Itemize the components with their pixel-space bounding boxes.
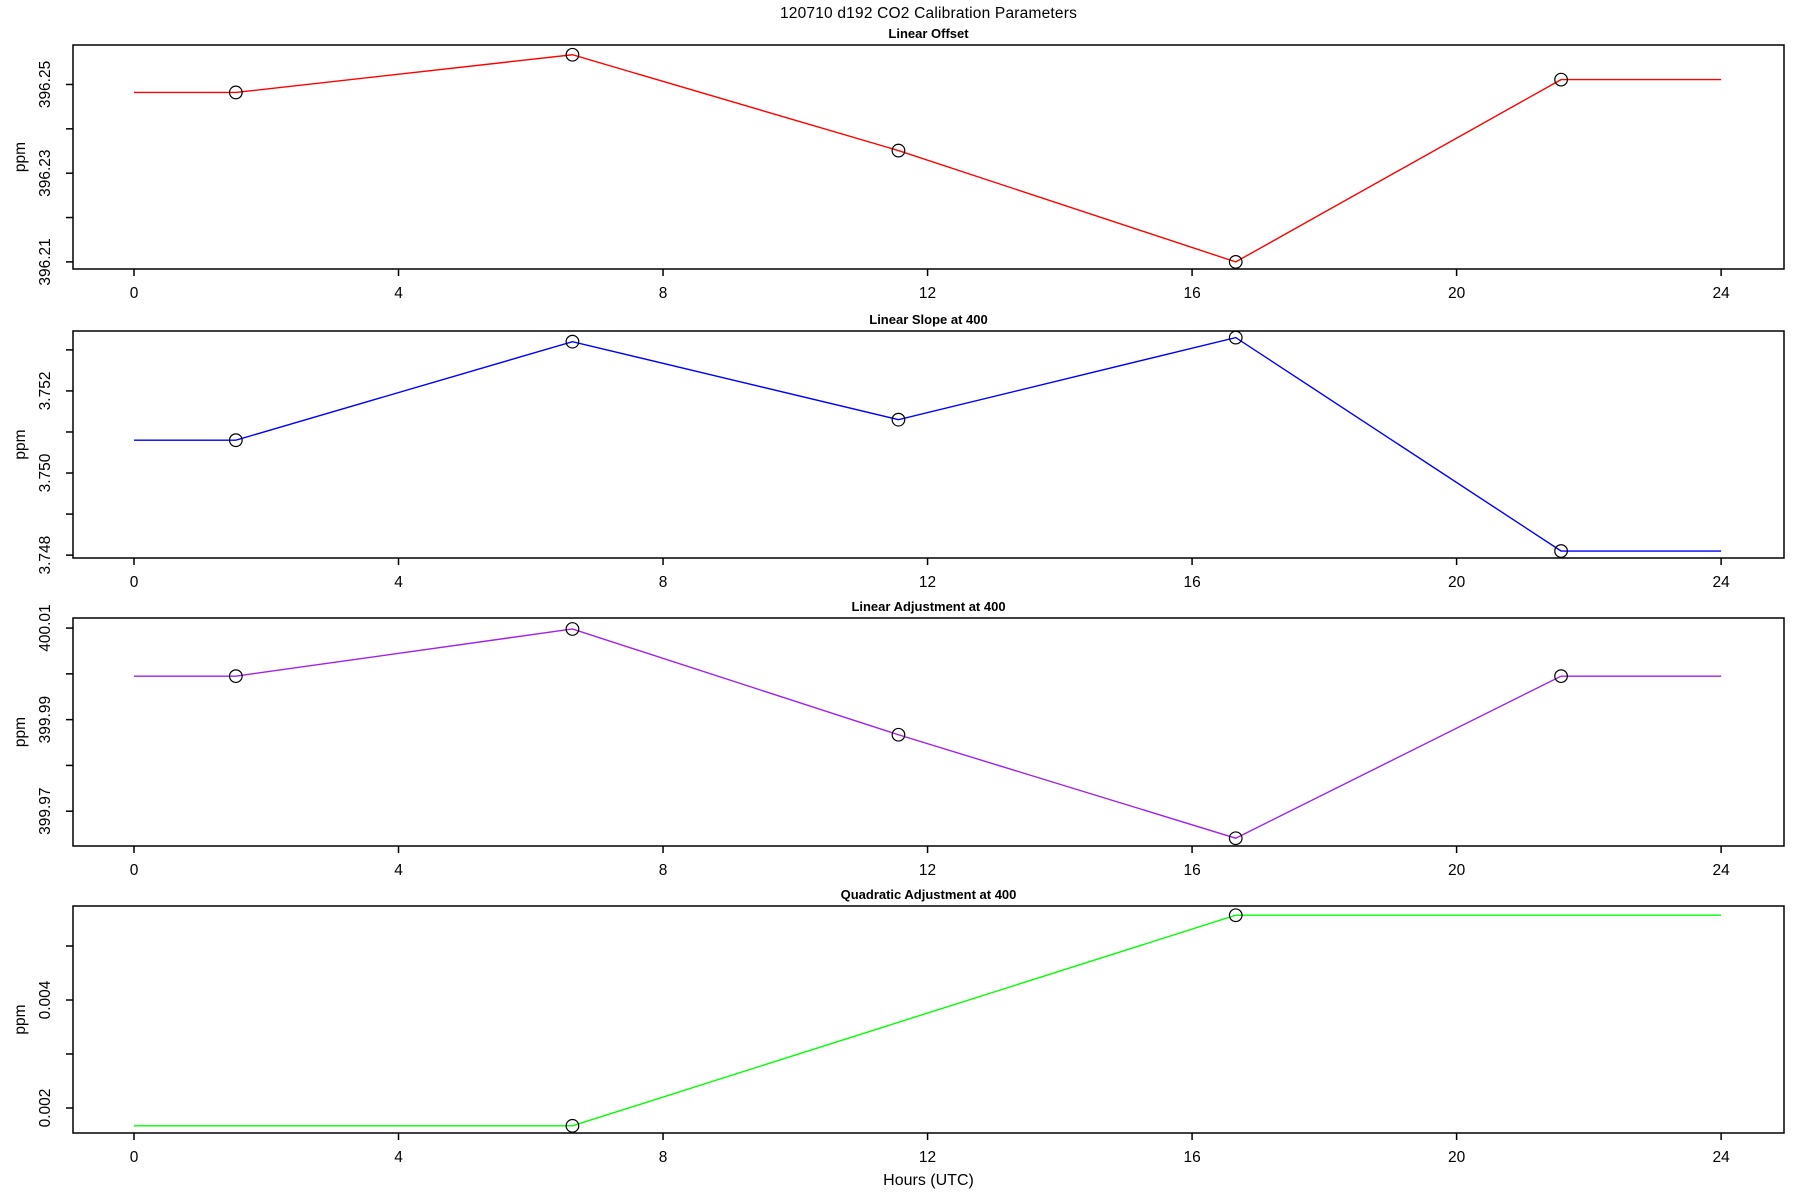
data-line	[134, 54, 1722, 263]
data-point-marker	[1228, 908, 1243, 923]
data-point-marker	[228, 433, 243, 448]
y-axis-label: ppm	[12, 717, 29, 747]
panel-quadratic-adjustment-at-400: Quadratic Adjustment at 400 ppm 0 4 8 12 16 20 2…	[12, 887, 1785, 1166]
y-tick-label: 396.25	[37, 61, 54, 108]
x-tick-label: 12	[919, 574, 936, 591]
x-tick-label: 4	[394, 1149, 403, 1166]
y-tick-label: 3.750	[37, 453, 54, 492]
data-point-marker	[565, 334, 580, 349]
data-point-marker	[228, 669, 243, 684]
x-tick-label: 8	[659, 285, 668, 302]
x-tick-label: 24	[1712, 862, 1730, 879]
x-tick-label: 24	[1712, 285, 1730, 302]
x-tick-label: 0	[130, 285, 139, 302]
x-tick-label: 20	[1448, 285, 1466, 302]
y-axis-label: ppm	[12, 1004, 29, 1034]
data-point-marker	[565, 1118, 580, 1133]
x-tick-label: 20	[1448, 862, 1466, 879]
x-tick-label: 12	[919, 1149, 936, 1166]
y-tick-label: 0.002	[37, 1089, 54, 1128]
x-tick-label: 20	[1448, 574, 1466, 591]
data-line	[134, 628, 1722, 839]
x-tick-label: 4	[394, 574, 403, 591]
x-tick-label: 16	[1183, 574, 1200, 591]
x-tick-label: 16	[1183, 1149, 1200, 1166]
plot-frame	[72, 617, 1785, 847]
data-point-marker	[1554, 72, 1568, 87]
plot-frame	[72, 905, 1785, 1134]
x-tick-label: 24	[1712, 1149, 1730, 1166]
panel-title: Linear Offset	[888, 26, 969, 41]
x-tick-label: 12	[919, 285, 936, 302]
panel-title: Linear Adjustment at 400	[851, 599, 1005, 614]
y-tick-label: 0.004	[37, 980, 54, 1019]
plot-frame	[72, 44, 1785, 270]
x-tick-label: 0	[130, 574, 139, 591]
data-point-marker	[891, 412, 906, 427]
data-point-marker	[891, 727, 906, 742]
y-tick-label: 399.97	[37, 787, 54, 834]
y-axis-label: ppm	[12, 429, 29, 459]
data-point-marker	[891, 143, 906, 158]
data-line	[134, 914, 1722, 1127]
y-tick-label: 399.99	[37, 696, 54, 743]
x-tick-label: 8	[659, 1149, 668, 1166]
panel-linear-slope-at-400: Linear Slope at 400 ppm 0 4 8 12 16 20 24 3.748 3.…	[12, 312, 1785, 591]
x-tick-label: 4	[394, 862, 403, 879]
data-point-marker	[228, 85, 243, 100]
x-tick-label: 24	[1712, 574, 1730, 591]
data-point-marker	[565, 622, 580, 636]
y-axis-label: ppm	[12, 142, 29, 172]
data-point-marker	[1228, 831, 1243, 846]
x-tick-label: 8	[659, 862, 668, 879]
x-tick-label: 0	[130, 862, 139, 879]
data-point-marker	[1554, 544, 1568, 558]
y-tick-label: 3.752	[37, 372, 54, 411]
panel-title: Linear Slope at 400	[869, 312, 988, 327]
y-tick-label: 3.748	[37, 536, 54, 575]
x-axis-title: Hours (UTC)	[883, 1172, 974, 1189]
data-point-marker	[1228, 255, 1243, 269]
data-point-marker	[1554, 669, 1568, 684]
data-line	[134, 336, 1722, 552]
plot-frame	[72, 330, 1785, 559]
x-tick-label: 4	[394, 285, 403, 302]
y-tick-label: 400.01	[37, 604, 54, 651]
x-tick-label: 0	[130, 1149, 139, 1166]
x-tick-label: 12	[919, 862, 936, 879]
x-tick-label: 8	[659, 574, 668, 591]
y-tick-label: 396.23	[37, 149, 54, 196]
x-tick-label: 16	[1183, 862, 1200, 879]
panel-title: Quadratic Adjustment at 400	[841, 887, 1017, 902]
x-tick-label: 20	[1448, 1149, 1466, 1166]
panel-linear-adjustment-at-400: Linear Adjustment at 400 ppm 0 4 8 12 16 20 24 39…	[12, 599, 1785, 879]
panel-linear-offset: Linear Offset ppm 0 4 8 12 16 20 24 396.21 396.23 3…	[12, 26, 1785, 302]
data-point-marker	[1228, 330, 1243, 345]
y-tick-label: 396.21	[37, 238, 54, 285]
data-point-marker	[565, 47, 580, 62]
x-tick-label: 16	[1183, 285, 1200, 302]
page-title: 120710 d192 CO2 Calibration Parameters	[779, 5, 1078, 22]
